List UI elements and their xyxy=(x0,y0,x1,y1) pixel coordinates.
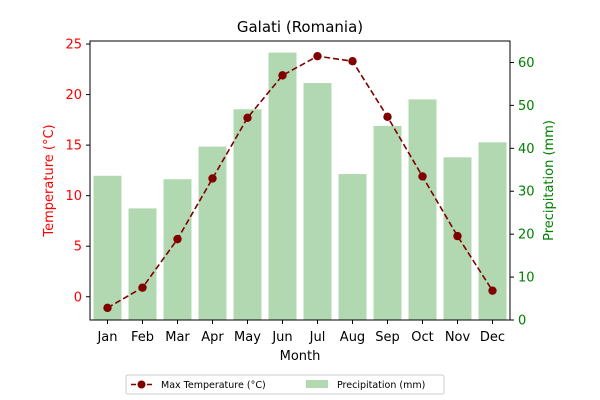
x-tick-label: Nov xyxy=(445,330,471,345)
bar-mar xyxy=(163,179,192,320)
right-tick-label: 40 xyxy=(518,142,535,157)
left-tick-label: 0 xyxy=(74,290,82,305)
bar-jul xyxy=(303,83,332,321)
legend-box xyxy=(125,374,445,395)
left-tick-label: 5 xyxy=(74,240,82,255)
bars-group xyxy=(93,52,507,321)
x-tick-label: Feb xyxy=(131,330,154,345)
left-y-axis: 0 5 10 15 20 25 xyxy=(65,38,90,305)
right-y-axis: 0 10 20 30 40 50 60 xyxy=(510,56,535,329)
x-tick-label: Sep xyxy=(375,330,400,345)
x-tick-label: Jul xyxy=(309,330,326,345)
right-tick-label: 30 xyxy=(518,185,535,200)
legend-entry-temperature: Max Temperature (°C) xyxy=(161,380,266,391)
temperature-point-jun xyxy=(278,71,287,80)
bar-jan xyxy=(93,175,122,320)
right-tick-label: 10 xyxy=(518,271,535,286)
x-tick-label: Dec xyxy=(480,330,505,345)
left-tick-label: 25 xyxy=(65,38,82,53)
legend-entry-precipitation: Precipitation (mm) xyxy=(337,380,425,391)
temperature-point-sep xyxy=(383,112,392,122)
temperature-point-may xyxy=(243,113,252,123)
temperature-point-jan xyxy=(103,303,112,313)
x-tick-label: Apr xyxy=(201,330,224,345)
bar-aug xyxy=(338,174,367,320)
bar-apr xyxy=(198,146,227,320)
x-axis-label: Month xyxy=(280,349,321,364)
bar-oct xyxy=(408,99,437,320)
legend: Max Temperature (°C) Precipitation (mm) xyxy=(125,374,445,395)
temperature-point-mar xyxy=(173,234,182,244)
temperature-point-feb xyxy=(138,283,147,292)
temperature-line xyxy=(107,55,494,309)
right-tick-label: 60 xyxy=(518,56,535,71)
bar-jun xyxy=(268,52,297,320)
x-tick-label: Oct xyxy=(411,330,433,345)
temperature-point-nov xyxy=(453,231,462,241)
right-tick-label: 50 xyxy=(518,99,535,114)
right-tick-label: 0 xyxy=(518,314,526,329)
left-tick-label: 10 xyxy=(65,189,82,204)
bar-feb xyxy=(128,208,157,320)
x-tick-label: May xyxy=(234,330,261,345)
temperature-point-apr xyxy=(208,174,217,183)
line-group xyxy=(103,51,497,313)
bar-sep xyxy=(373,125,402,320)
left-axis-label: Temperature (°C) xyxy=(42,124,57,237)
x-axis: Jan Feb Mar Apr May Jun Jul Aug Sep Oct Nov Dec xyxy=(96,320,505,345)
left-tick-label: 15 xyxy=(65,139,82,154)
legend-bar-swatch xyxy=(306,380,328,388)
temperature-point-oct xyxy=(418,172,427,181)
x-tick-label: Jun xyxy=(271,330,292,345)
temperature-point-jul xyxy=(313,51,322,61)
bar-may xyxy=(233,109,262,320)
left-tick-label: 20 xyxy=(65,88,82,103)
right-axis-label: Precipitation (mm) xyxy=(542,120,557,241)
x-tick-label: Jan xyxy=(96,330,117,345)
legend-line-marker xyxy=(137,380,146,389)
right-tick-label: 20 xyxy=(518,228,535,243)
temperature-point-dec xyxy=(488,286,497,295)
x-tick-label: Mar xyxy=(165,330,190,345)
temperature-point-aug xyxy=(348,57,357,66)
chart-title: Galati (Romania) xyxy=(237,18,363,36)
plot-frame xyxy=(89,40,511,321)
x-tick-label: Aug xyxy=(340,330,365,345)
